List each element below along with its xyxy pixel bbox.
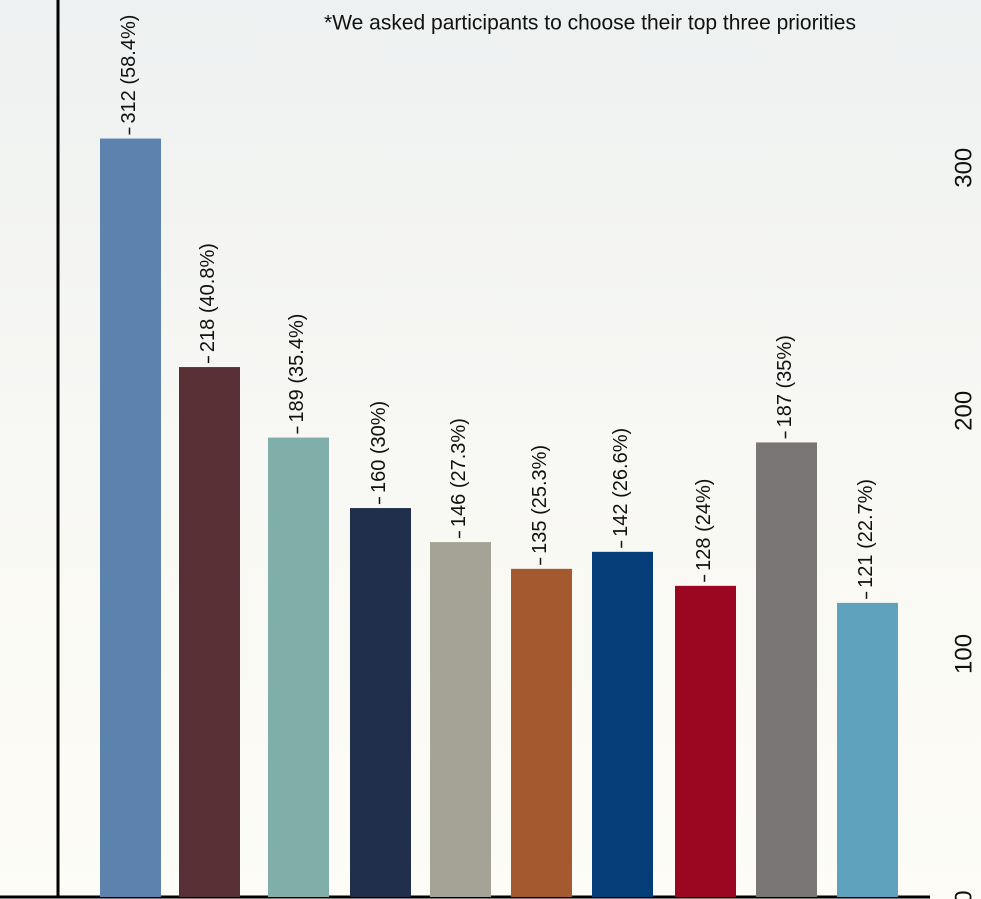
bar xyxy=(511,568,572,897)
bar xyxy=(430,542,491,897)
bar xyxy=(268,437,329,897)
bar xyxy=(592,551,653,897)
y-tick-label: 0 xyxy=(950,890,977,899)
value-label: 142 (26.6%) xyxy=(610,428,632,537)
value-label: 189 (35.4%) xyxy=(286,314,308,423)
bar xyxy=(837,602,898,897)
value-label: 146 (27.3%) xyxy=(448,418,470,527)
bar xyxy=(179,367,240,897)
value-label: 121 (22.7%) xyxy=(855,479,877,588)
value-label: 312 (58.4%) xyxy=(118,15,140,124)
bar xyxy=(350,508,411,897)
y-tick-label: 200 xyxy=(950,391,977,431)
bar xyxy=(100,138,161,897)
bar xyxy=(756,442,817,897)
y-tick-label: 100 xyxy=(950,634,977,674)
value-label: 218 (40.8%) xyxy=(197,243,219,352)
value-label: 160 (30%) xyxy=(368,401,390,493)
value-label: 135 (25.3%) xyxy=(529,445,551,554)
bar xyxy=(675,585,736,897)
value-label: 187 (35%) xyxy=(774,335,796,427)
subtitle: *We asked participants to choose their t… xyxy=(324,12,856,35)
y-tick-label: 300 xyxy=(950,148,977,188)
value-label: 128 (24%) xyxy=(693,479,715,571)
